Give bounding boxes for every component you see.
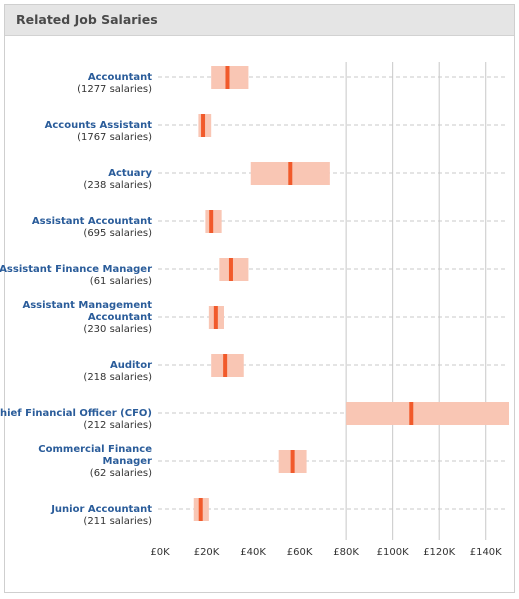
median-marker bbox=[288, 162, 293, 185]
salary-row: Accountant(1277 salaries) bbox=[77, 66, 508, 95]
x-tick-label: £60K bbox=[287, 547, 313, 558]
median-marker bbox=[409, 402, 414, 425]
x-tick-label: £140K bbox=[470, 547, 502, 558]
job-title: Junior Accountant bbox=[50, 504, 152, 515]
job-title: Commercial Finance bbox=[38, 444, 152, 455]
job-rows: Accountant(1277 salaries)Accounts Assist… bbox=[0, 66, 509, 527]
salary-range-bar bbox=[211, 354, 244, 377]
salary-range-bar bbox=[205, 210, 222, 233]
median-marker bbox=[201, 114, 206, 137]
x-tick-label: £40K bbox=[240, 547, 266, 558]
job-title: Accountant bbox=[88, 312, 152, 323]
panel-header: Related Job Salaries bbox=[5, 5, 514, 36]
salary-count: (61 salaries) bbox=[90, 276, 152, 287]
salary-range-bar bbox=[346, 402, 509, 425]
job-title: Assistant Management bbox=[22, 300, 152, 311]
x-axis-ticks: £0K £20K £40K £60K £80K £100K £120K £140K bbox=[150, 547, 502, 558]
salary-row: Junior Accountant(211 salaries) bbox=[50, 498, 508, 527]
x-tick-label: £0K bbox=[150, 547, 170, 558]
salary-count: (62 salaries) bbox=[90, 468, 152, 479]
salary-row: Auditor(218 salaries) bbox=[83, 354, 508, 383]
job-title: Assistant Finance Manager bbox=[0, 264, 152, 275]
job-title: Actuary bbox=[108, 168, 152, 179]
median-marker bbox=[228, 258, 233, 281]
salary-range-bar bbox=[211, 66, 249, 89]
job-title: Manager bbox=[103, 456, 153, 467]
related-job-salaries-panel: Related Job Salaries bbox=[4, 4, 515, 593]
salary-count: (211 salaries) bbox=[83, 516, 152, 527]
x-tick-label: £80K bbox=[333, 547, 359, 558]
salary-range-bar bbox=[219, 258, 249, 281]
median-marker bbox=[290, 450, 295, 473]
median-marker bbox=[209, 210, 214, 233]
salary-count: (1767 salaries) bbox=[77, 132, 152, 143]
job-title: Chief Financial Officer (CFO) bbox=[0, 408, 152, 419]
salary-count: (212 salaries) bbox=[83, 420, 152, 431]
salary-count: (238 salaries) bbox=[83, 180, 152, 191]
job-title: Auditor bbox=[110, 360, 152, 371]
salary-row: Accounts Assistant(1767 salaries) bbox=[45, 114, 508, 143]
panel-title: Related Job Salaries bbox=[16, 12, 158, 27]
job-title: Accounts Assistant bbox=[45, 120, 153, 131]
salary-count: (1277 salaries) bbox=[77, 84, 152, 95]
salary-count: (695 salaries) bbox=[83, 228, 152, 239]
salary-row: Assistant Accountant(695 salaries) bbox=[32, 210, 508, 239]
grid-lines bbox=[345, 62, 487, 540]
salary-row: Chief Financial Officer (CFO)(212 salari… bbox=[0, 402, 509, 431]
salary-count: (230 salaries) bbox=[83, 324, 152, 335]
median-marker bbox=[213, 306, 218, 329]
median-marker bbox=[223, 354, 228, 377]
median-marker bbox=[198, 498, 203, 521]
x-tick-label: £20K bbox=[194, 547, 220, 558]
median-marker bbox=[225, 66, 230, 89]
x-tick-label: £120K bbox=[423, 547, 455, 558]
job-title: Assistant Accountant bbox=[32, 216, 152, 227]
x-tick-label: £100K bbox=[377, 547, 409, 558]
salary-row: Assistant Finance Manager(61 salaries) bbox=[0, 258, 508, 287]
job-title: Accountant bbox=[88, 72, 152, 83]
salary-row: Actuary(238 salaries) bbox=[83, 162, 508, 191]
salary-count: (218 salaries) bbox=[83, 372, 152, 383]
